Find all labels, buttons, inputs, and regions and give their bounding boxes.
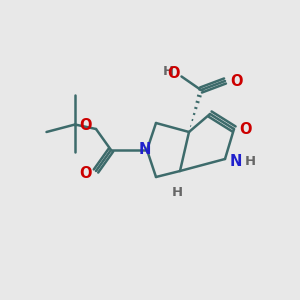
- Text: H: H: [171, 186, 183, 199]
- Text: N: N: [230, 154, 242, 169]
- Text: O: O: [79, 167, 92, 182]
- Text: H: H: [244, 155, 256, 169]
- Text: N: N: [138, 142, 151, 158]
- Text: O: O: [167, 66, 180, 81]
- Text: O: O: [230, 74, 243, 88]
- Text: O: O: [79, 118, 92, 134]
- Text: O: O: [239, 122, 252, 136]
- Text: H: H: [163, 65, 174, 79]
